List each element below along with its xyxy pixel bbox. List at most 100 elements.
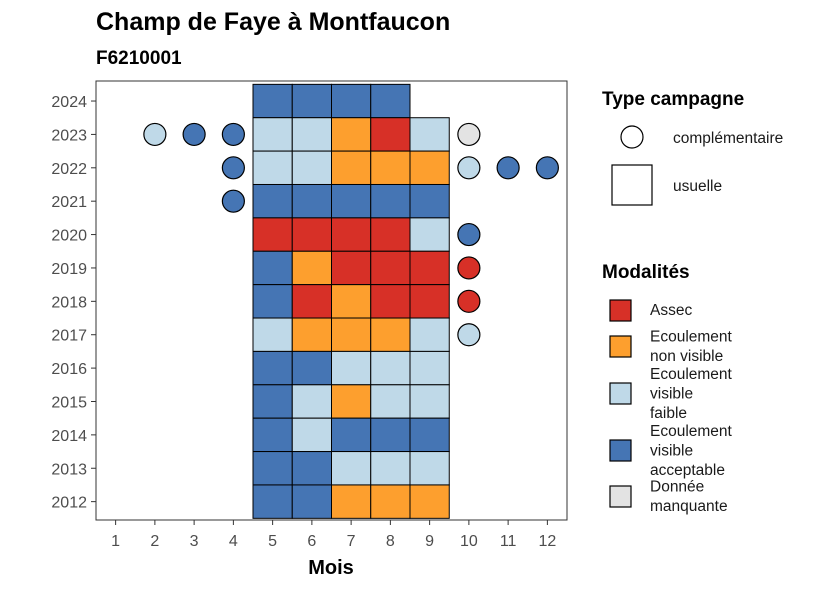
tile-2014-6 xyxy=(291,417,332,453)
legend-key-M xyxy=(609,485,632,508)
legend-key-A xyxy=(609,299,632,322)
tile-2014-9 xyxy=(409,417,450,453)
tile-2012-9 xyxy=(409,484,450,519)
legend-label: faible xyxy=(650,405,687,422)
legend-key-V xyxy=(609,439,632,462)
tile-2016-5 xyxy=(252,350,293,386)
tile-2017-8 xyxy=(370,317,411,352)
y-tick-label: 2019 xyxy=(51,261,87,278)
x-tick-label: 10 xyxy=(460,533,478,550)
x-axis-title: Mois xyxy=(308,557,354,579)
legend-label: non visible xyxy=(650,348,723,365)
tile-2020-5 xyxy=(252,217,293,252)
tile-2022-8 xyxy=(370,150,411,185)
y-tick-label: 2017 xyxy=(51,328,87,345)
tile-2023-5 xyxy=(252,117,293,152)
tile-2022-9 xyxy=(409,150,450,185)
tile-2016-9 xyxy=(409,350,450,386)
legend-square-key xyxy=(611,164,653,206)
y-tick-label: 2022 xyxy=(51,161,87,178)
tile-2012-8 xyxy=(370,484,411,519)
tile-2020-6 xyxy=(291,217,332,252)
x-tick-label: 11 xyxy=(500,533,517,550)
point-2019-10 xyxy=(457,256,481,280)
y-tick-label: 2023 xyxy=(51,127,87,144)
tile-2016-8 xyxy=(370,350,411,386)
y-tick-label: 2012 xyxy=(51,495,87,512)
legend-label: manquante xyxy=(650,498,728,515)
point-2022-11 xyxy=(496,156,520,180)
tile-2012-7 xyxy=(331,484,372,519)
tile-2023-9 xyxy=(409,117,450,152)
legend-label: acceptable xyxy=(650,462,725,479)
tile-2019-5 xyxy=(252,250,293,286)
x-tick-label: 9 xyxy=(425,533,434,550)
tile-2020-8 xyxy=(370,217,411,252)
point-2018-10 xyxy=(457,289,481,313)
point-2023-2 xyxy=(143,122,167,147)
y-tick-label: 2015 xyxy=(51,394,87,411)
x-tick-label: 5 xyxy=(268,533,277,550)
legend-label: Ecoulement xyxy=(650,423,733,440)
legend-label: Ecoulement xyxy=(650,366,733,383)
tile-2015-6 xyxy=(291,384,332,419)
point-2021-4 xyxy=(221,189,245,213)
tile-2013-8 xyxy=(370,451,411,486)
legend-key-N xyxy=(609,335,632,358)
tile-2018-9 xyxy=(409,284,450,319)
point-2022-12 xyxy=(535,156,559,180)
tile-2024-7 xyxy=(331,83,372,119)
y-tick-label: 2020 xyxy=(51,228,87,245)
point-2017-10 xyxy=(457,323,481,347)
tile-2020-9 xyxy=(409,217,450,252)
point-layer xyxy=(143,122,559,347)
tile-2021-9 xyxy=(409,183,450,219)
legend-key-F xyxy=(609,382,632,405)
tile-2022-5 xyxy=(252,150,293,185)
tile-2024-8 xyxy=(370,83,411,119)
legend-circle-key xyxy=(620,125,644,149)
point-2022-10 xyxy=(457,156,481,180)
tile-2019-9 xyxy=(409,250,450,286)
tile-2017-5 xyxy=(252,317,293,352)
tile-2016-6 xyxy=(291,350,332,386)
tile-2019-7 xyxy=(331,250,372,286)
tile-2021-7 xyxy=(331,183,372,219)
y-tick-label: 2013 xyxy=(51,461,87,478)
tile-2024-5 xyxy=(252,83,293,119)
x-tick-label: 3 xyxy=(190,533,199,550)
tile-2021-8 xyxy=(370,183,411,219)
tile-2022-6 xyxy=(291,150,332,185)
point-2023-4 xyxy=(221,122,245,147)
y-tick-label: 2014 xyxy=(51,428,87,445)
x-tick-label: 8 xyxy=(386,533,395,550)
x-tick-label: 7 xyxy=(347,533,356,550)
x-tick-label: 1 xyxy=(111,533,120,550)
chart-title: Champ de Faye à Montfaucon xyxy=(96,8,450,36)
legend-label: visible xyxy=(650,386,693,403)
point-2023-10 xyxy=(457,122,481,147)
tile-2017-9 xyxy=(409,317,450,352)
legend-shape-title: Type campagne xyxy=(602,89,744,110)
point-2020-10 xyxy=(457,222,481,247)
legend-shape-label: complémentaire xyxy=(673,130,783,147)
point-2022-4 xyxy=(221,156,245,180)
tile-2022-7 xyxy=(331,150,372,185)
tile-layer xyxy=(252,83,450,519)
y-tick-label: 2018 xyxy=(51,294,87,311)
tile-2015-8 xyxy=(370,384,411,419)
tile-2013-5 xyxy=(252,451,293,486)
tile-2015-5 xyxy=(252,384,293,419)
tile-2013-6 xyxy=(291,451,332,486)
tile-2024-6 xyxy=(291,83,332,119)
y-tick-label: 2021 xyxy=(51,194,87,211)
legend-label: Ecoulement xyxy=(650,329,733,346)
tile-2018-5 xyxy=(252,284,293,319)
tile-2012-6 xyxy=(291,484,332,519)
tile-2021-6 xyxy=(291,183,332,219)
tile-2019-8 xyxy=(370,250,411,286)
tile-2012-5 xyxy=(252,484,293,519)
tile-2023-7 xyxy=(331,117,372,152)
x-tick-label: 6 xyxy=(307,533,316,550)
